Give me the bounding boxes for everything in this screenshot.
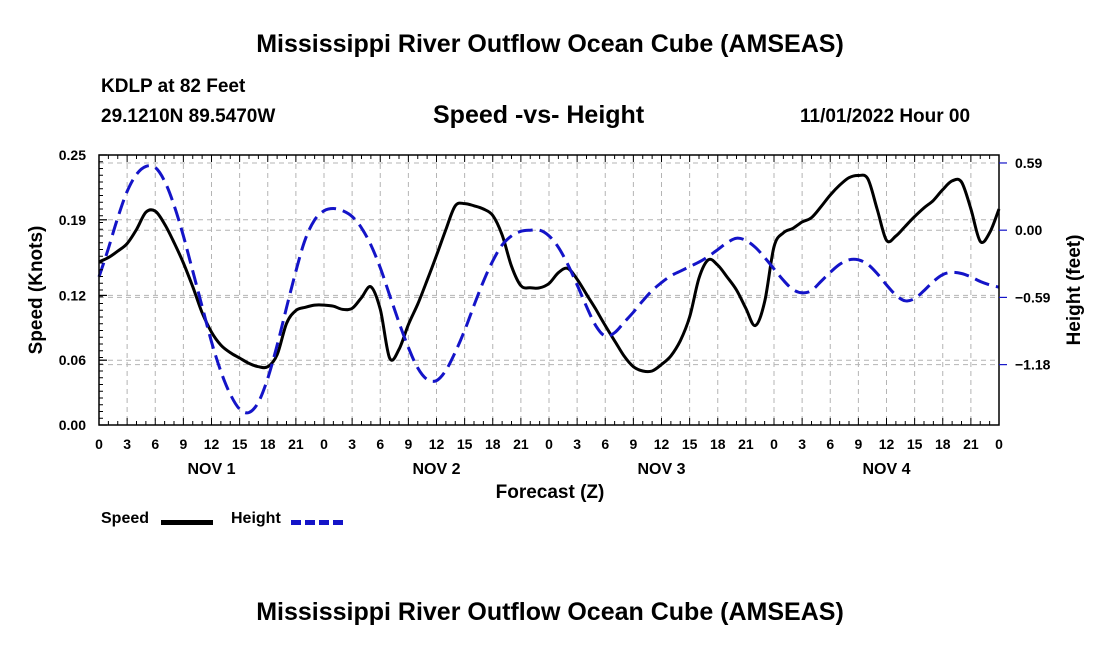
station-label: KDLP at 82 Feet <box>101 76 246 97</box>
y-tick-label: 0.19 <box>59 212 86 228</box>
y-right-tick-label: 0.00 <box>1015 222 1042 238</box>
legend-height-swatch <box>291 520 343 525</box>
day-label: NOV 3 <box>637 461 685 478</box>
x-tick-label: 3 <box>573 436 581 452</box>
day-label: NOV 4 <box>862 461 910 478</box>
legend-height-label: Height <box>231 510 281 527</box>
x-tick-label: 12 <box>204 436 220 452</box>
y-tick-label: 0.06 <box>59 352 86 368</box>
y-right-tick-label: −0.59 <box>1015 289 1051 305</box>
x-tick-label: 9 <box>854 436 862 452</box>
x-tick-label: 9 <box>179 436 187 452</box>
x-tick-label: 6 <box>601 436 609 452</box>
x-tick-label: 21 <box>738 436 754 452</box>
y-right-tick-label: 0.59 <box>1015 155 1042 171</box>
speed-series-line <box>98 173 1001 374</box>
x-tick-label: 0 <box>995 436 1003 452</box>
station-coordinates: 29.1210N 89.5470W <box>101 106 276 127</box>
x-tick-label: 15 <box>907 436 923 452</box>
x-tick-label: 21 <box>288 436 304 452</box>
y-tick-label: 0.12 <box>59 287 86 303</box>
legend-speed-label: Speed <box>101 510 150 527</box>
x-tick-label: 9 <box>629 436 637 452</box>
x-tick-label: 18 <box>260 436 276 452</box>
x-tick-label: 12 <box>429 436 445 452</box>
footer-title: Mississippi River Outflow Ocean Cube (AM… <box>256 598 844 626</box>
x-tick-label: 18 <box>935 436 951 452</box>
y-axis-label-right: Height (feet) <box>1064 234 1085 346</box>
x-tick-label: 0 <box>95 436 103 452</box>
y-tick-label: 0.00 <box>59 417 86 433</box>
x-tick-label: 12 <box>654 436 670 452</box>
axis-ticks <box>98 154 1007 426</box>
forecast-datetime: 11/01/2022 Hour 00 <box>800 106 971 127</box>
x-tick-label: 0 <box>770 436 778 452</box>
y-axis-label-left: Speed (Knots) <box>26 225 47 355</box>
x-tick-label: 21 <box>513 436 529 452</box>
day-label: NOV 1 <box>187 461 235 478</box>
grid-lines <box>98 154 1000 426</box>
x-tick-label: 6 <box>826 436 834 452</box>
x-tick-label: 0 <box>320 436 328 452</box>
tick-labels: 0 3 6 9 12 15 18 21 0 3 6 9 12 15 18 21 0 3 6 9 12 15 18 21 0 3 6 9… <box>59 147 1051 478</box>
x-tick-label: 3 <box>798 436 806 452</box>
x-tick-label: 3 <box>348 436 356 452</box>
legend-speed-swatch <box>161 520 213 525</box>
x-axis-label: Forecast (Z) <box>495 482 605 503</box>
x-tick-label: 0 <box>545 436 553 452</box>
height-series-line <box>97 164 1000 415</box>
x-tick-label: 12 <box>879 436 895 452</box>
x-tick-label: 15 <box>457 436 473 452</box>
x-tick-label: 6 <box>376 436 384 452</box>
series-lines <box>97 164 1001 415</box>
x-tick-label: 3 <box>123 436 131 452</box>
chart-subtitle: Speed -vs- Height <box>433 101 645 129</box>
y-tick-label: 0.25 <box>59 147 86 163</box>
page-title: Mississippi River Outflow Ocean Cube (AM… <box>256 30 844 58</box>
x-tick-label: 6 <box>151 436 159 452</box>
day-label: NOV 2 <box>412 461 460 478</box>
x-tick-label: 15 <box>232 436 248 452</box>
x-tick-label: 18 <box>485 436 501 452</box>
x-tick-label: 18 <box>710 436 726 452</box>
y-right-tick-label: −1.18 <box>1015 357 1051 373</box>
x-tick-label: 21 <box>963 436 979 452</box>
x-tick-label: 15 <box>682 436 698 452</box>
x-tick-label: 9 <box>404 436 412 452</box>
